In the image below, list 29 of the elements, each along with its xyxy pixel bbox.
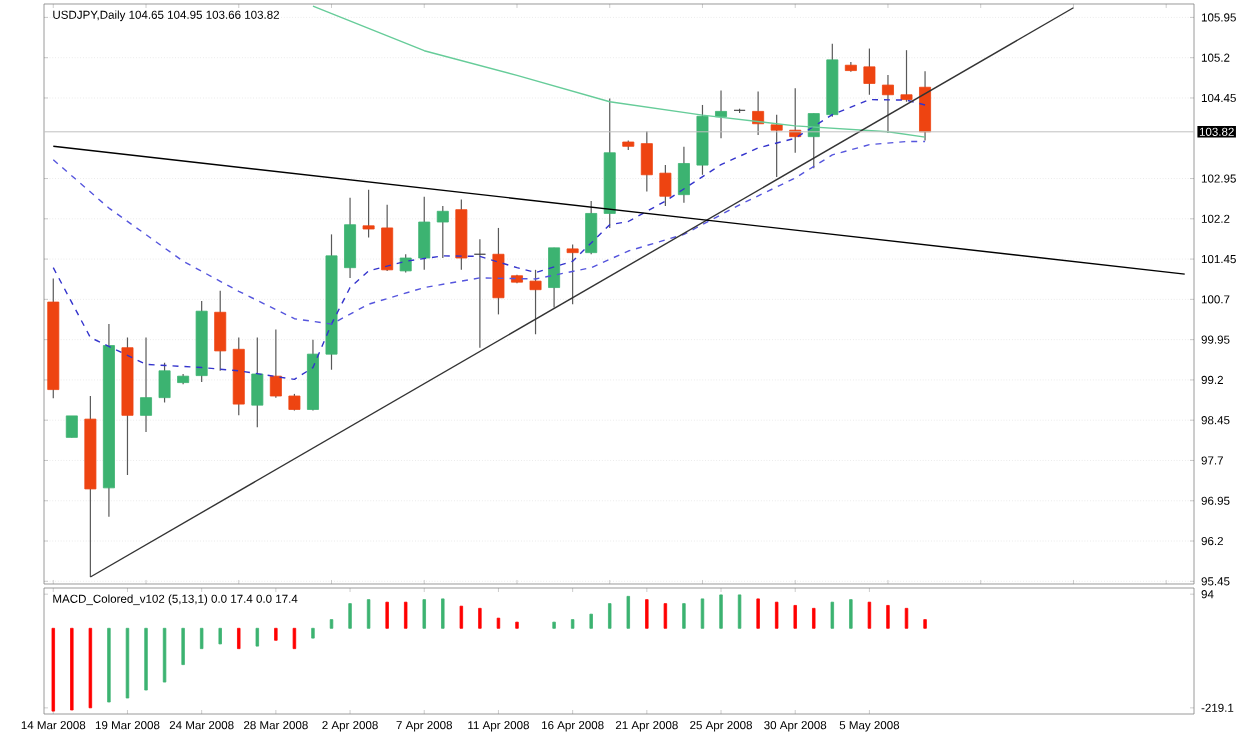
candlestick (585, 200, 598, 255)
candlestick (677, 146, 690, 204)
candlestick (881, 74, 894, 134)
candlestick (344, 197, 357, 279)
candlestick (900, 49, 913, 103)
candlestick (548, 247, 561, 309)
candlestick (566, 243, 579, 305)
candlestick (640, 130, 653, 193)
candlestick (65, 415, 78, 438)
candlestick (418, 196, 431, 271)
candlestick (715, 89, 727, 139)
candlestick (492, 227, 505, 315)
candlestick (919, 70, 932, 141)
candlestick (436, 205, 449, 259)
candlestick (863, 47, 876, 96)
candlestick (140, 336, 152, 433)
candlestick (251, 336, 264, 428)
candlestick (158, 362, 171, 404)
line-series (52, 140, 926, 325)
candlestick (381, 204, 394, 272)
candlestick (529, 269, 542, 335)
candlestick (214, 290, 227, 372)
candlestick (770, 114, 783, 178)
candlestick (473, 238, 486, 349)
candlestick (269, 328, 282, 399)
candlestick (659, 164, 672, 207)
line-series (312, 5, 926, 138)
candlestick (362, 189, 375, 239)
candlestick (399, 253, 412, 274)
